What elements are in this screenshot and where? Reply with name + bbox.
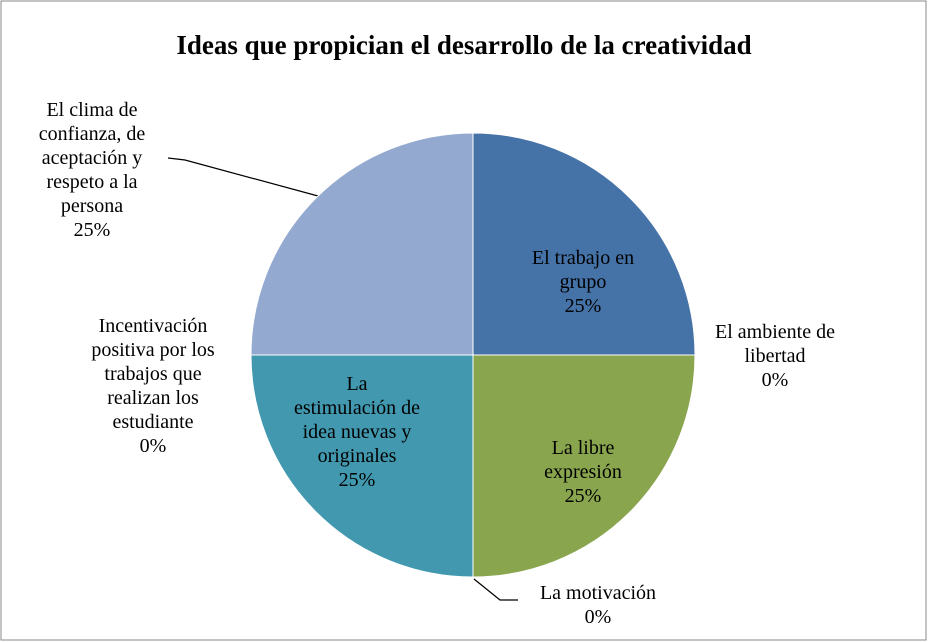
category-label: El trabajo en grupo (531, 247, 635, 293)
pie-slice (472, 132, 696, 356)
value-label: 25% (564, 295, 602, 317)
value-label: 25% (73, 219, 111, 241)
leader-line (473, 578, 518, 601)
pie-slice (472, 354, 696, 578)
slice-label: La libre expresión 25% (533, 436, 633, 508)
value-label: 0% (139, 435, 167, 457)
category-label: El clima de confianza, de aceptación y r… (38, 99, 146, 217)
slice-label: El trabajo en grupo 25% (518, 246, 648, 318)
leader-line (167, 157, 319, 197)
category-label: La libre expresión (544, 437, 622, 483)
pie-slice (250, 132, 474, 356)
category-label: La motivación (539, 582, 657, 604)
slice-label: El ambiente de libertad 0% (700, 320, 850, 392)
value-label: 25% (338, 469, 376, 491)
slice-label: Incentivación positiva por los trabajos … (77, 314, 229, 458)
value-label: 0% (584, 606, 612, 628)
pie-slice (250, 354, 474, 578)
slice-label: La estimulación de idea nuevas y origina… (293, 372, 421, 492)
slice-label: El clima de confianza, de aceptación y r… (27, 98, 157, 242)
slice-label: La motivación 0% (508, 581, 688, 629)
value-label: 25% (564, 485, 602, 507)
category-label: La estimulación de idea nuevas y origina… (293, 373, 421, 467)
chart-title: Ideas que propician el desarrollo de la … (176, 30, 752, 60)
value-label: 0% (761, 369, 789, 391)
category-label: Incentivación positiva por los trabajos … (91, 315, 215, 433)
category-label: El ambiente de libertad (715, 321, 835, 367)
